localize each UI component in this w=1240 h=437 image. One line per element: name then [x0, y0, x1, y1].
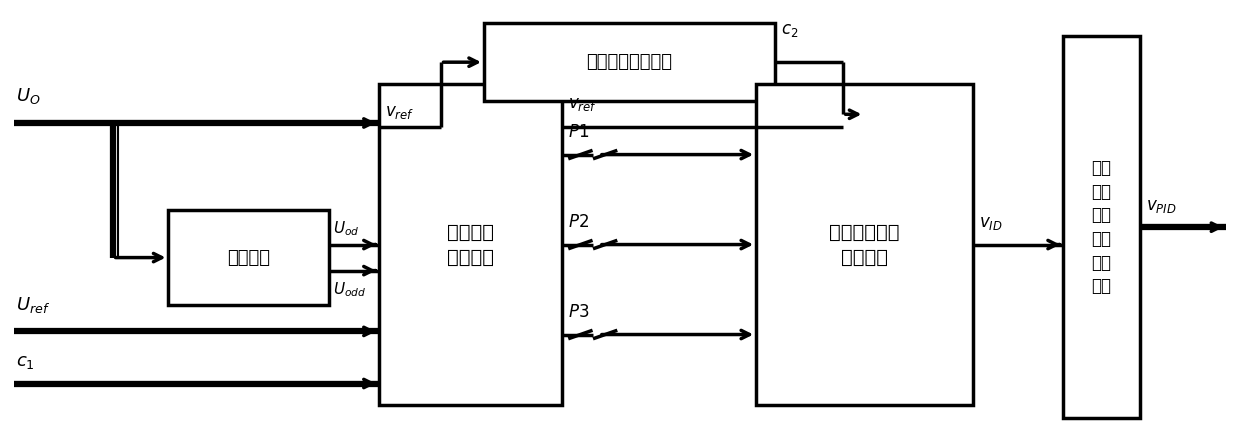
Text: 比例
积分
微分
脉冲
组合
环节: 比例 积分 微分 脉冲 组合 环节	[1091, 159, 1111, 295]
Text: $v_{ID}$: $v_{ID}$	[978, 214, 1002, 232]
FancyBboxPatch shape	[756, 84, 972, 405]
Text: 积分微分脉冲
产生环节: 积分微分脉冲 产生环节	[830, 222, 899, 267]
FancyBboxPatch shape	[169, 210, 330, 305]
Text: $U_{ref}$: $U_{ref}$	[16, 295, 51, 315]
Text: 延时环节: 延时环节	[227, 249, 270, 267]
Text: 误差脉冲
产生环节: 误差脉冲 产生环节	[446, 222, 494, 267]
Text: $v_{ref}$: $v_{ref}$	[568, 95, 598, 113]
Text: $P3$: $P3$	[568, 303, 589, 321]
Text: $v_{ref}$: $v_{ref}$	[384, 104, 414, 121]
Text: $U_O$: $U_O$	[16, 86, 41, 106]
Text: $c_2$: $c_2$	[781, 21, 799, 39]
Text: 移相载波产生环节: 移相载波产生环节	[587, 53, 672, 71]
FancyBboxPatch shape	[484, 23, 775, 101]
FancyBboxPatch shape	[378, 84, 562, 405]
FancyBboxPatch shape	[1063, 36, 1140, 418]
Text: $U_{odd}$: $U_{odd}$	[334, 281, 366, 299]
Text: $v_{PID}$: $v_{PID}$	[1146, 197, 1177, 215]
Text: $U_{od}$: $U_{od}$	[334, 220, 360, 239]
Text: $c_1$: $c_1$	[16, 353, 35, 371]
Text: $P2$: $P2$	[568, 213, 589, 231]
Text: $P1$: $P1$	[568, 123, 589, 141]
